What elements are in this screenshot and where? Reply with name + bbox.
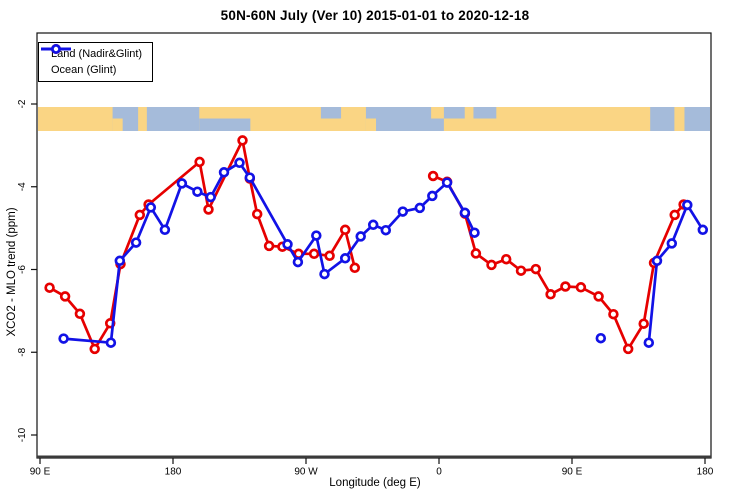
y-tick-label: -4 (17, 182, 28, 191)
data-point (530, 263, 542, 275)
data-point (486, 259, 497, 271)
data-point (44, 282, 55, 293)
x-tick-label: 90 E (30, 467, 51, 478)
x-tick-label: 0 (436, 467, 442, 478)
data-point (500, 253, 512, 265)
data-point (469, 227, 480, 238)
data-point (89, 343, 100, 355)
map-strip (38, 107, 710, 131)
x-axis-title: Longitude (deg E) (329, 477, 421, 489)
data-point (339, 224, 351, 236)
data-point (192, 186, 203, 197)
data-point (682, 199, 693, 211)
data-point (145, 202, 157, 213)
data-point (134, 209, 146, 221)
data-point (427, 190, 438, 202)
legend: Land (Nadir&Glint) Ocean (Glint) (38, 42, 154, 82)
data-point (234, 157, 245, 169)
data-point (237, 135, 248, 146)
y-tick-label: -10 (17, 427, 28, 442)
series-land (44, 135, 689, 355)
data-point (608, 308, 619, 320)
series-line (647, 203, 704, 343)
y-tick-label: -8 (17, 347, 28, 356)
data-point (643, 337, 655, 348)
data-point (651, 255, 663, 267)
legend-label-land: Land (Nadir&Glint) (51, 48, 143, 60)
data-point (308, 248, 320, 260)
data-point (669, 209, 680, 221)
series-line (432, 174, 685, 351)
data-point (130, 237, 142, 248)
data-point (244, 172, 256, 183)
series-ocean (58, 157, 709, 348)
axes (36, 32, 712, 459)
data-point (427, 170, 439, 182)
data-point (638, 318, 649, 329)
series-line (63, 161, 476, 345)
data-point (339, 253, 351, 264)
data-point (593, 291, 604, 302)
ocean-line-marker-icon (41, 44, 71, 54)
x-tick-label: 90 E (562, 467, 583, 478)
data-point (263, 240, 275, 252)
legend-label-ocean: Ocean (Glint) (51, 64, 117, 76)
data-point (459, 207, 471, 219)
data-point (515, 265, 527, 276)
y-axis: -2 -4 -6 -8 -10 (17, 99, 37, 442)
data-point (355, 231, 366, 242)
data-point (560, 281, 571, 292)
x-axis: 90 E 180 90 W 0 90 E 180 (30, 458, 714, 478)
data-point (414, 202, 426, 214)
x-tick-label: 180 (697, 467, 714, 478)
x-tick-label: 90 W (294, 467, 318, 478)
data-point (397, 206, 409, 217)
data-point (367, 219, 379, 231)
legend-item-ocean: Ocean (Glint) (41, 44, 142, 78)
y-tick-label: -2 (17, 99, 28, 108)
data-point (251, 208, 263, 220)
y-tick-label: -6 (17, 265, 28, 274)
data-point (595, 332, 607, 344)
data-point (666, 238, 678, 249)
data-point (105, 337, 117, 348)
data-point (697, 224, 709, 236)
data-point (74, 308, 86, 320)
data-point (349, 262, 361, 274)
data-point (545, 289, 556, 300)
data-point (205, 191, 216, 203)
data-point (59, 291, 71, 302)
data-point (441, 177, 453, 188)
data-point (218, 167, 230, 178)
data-point (292, 256, 304, 268)
chart-title: 50N-60N July (Ver 10) 2015-01-01 to 2020… (220, 8, 530, 23)
data-point (380, 224, 392, 236)
data-point (575, 282, 587, 293)
data-point (324, 250, 335, 262)
data-point (176, 178, 188, 189)
data-point (282, 239, 293, 250)
data-point (194, 156, 205, 168)
data-point (114, 255, 126, 267)
data-point (470, 248, 482, 259)
data-point (311, 230, 322, 241)
data-point (319, 268, 330, 280)
data-point (203, 204, 214, 215)
data-point (58, 333, 69, 344)
data-point (622, 343, 634, 355)
x-tick-label: 180 (165, 467, 182, 478)
data-point (159, 224, 171, 236)
